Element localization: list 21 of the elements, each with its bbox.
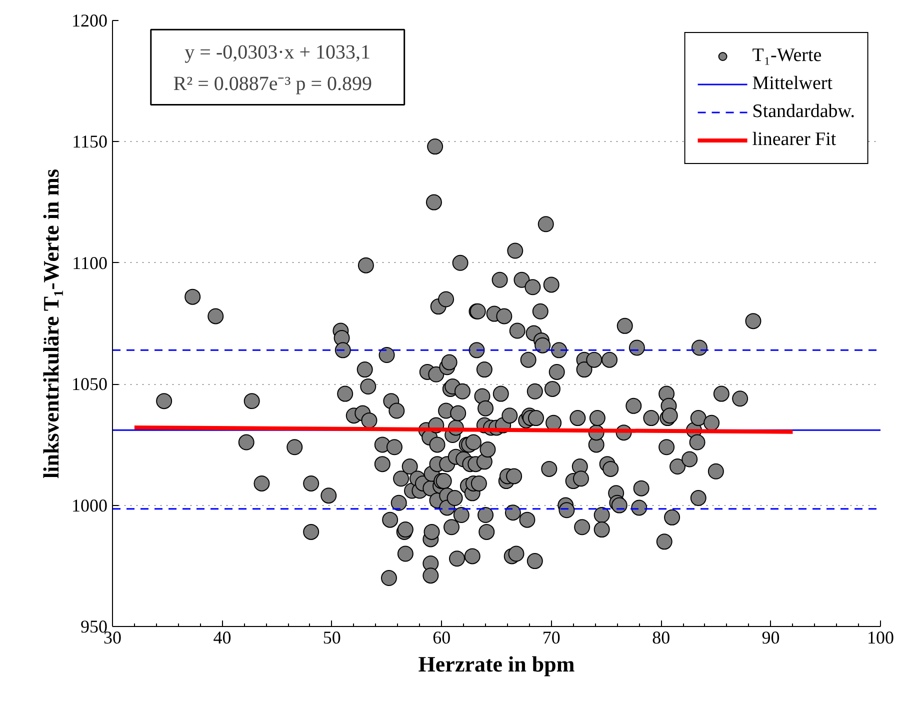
x-tick-label: 70: [542, 628, 560, 648]
y-tick-label: 1050: [72, 374, 108, 394]
y-tick-label: 950: [80, 616, 108, 636]
x-axis-title: Herzrate in bpm: [418, 652, 575, 676]
annotation: R² = 0.0887e⁻³ p = 0.899: [173, 73, 372, 96]
annotation: y = -0,0303·x + 1033,1: [184, 42, 371, 64]
legend-label: linearer Fit: [752, 129, 836, 151]
x-tick-label: 90: [762, 628, 780, 648]
x-tick-label: 60: [432, 628, 451, 648]
legend-label: T₁-Werte: [752, 45, 822, 67]
y-tick-label: 1000: [72, 495, 108, 516]
legend-label: Standardabw.: [752, 101, 855, 123]
y-tick-label: 1100: [72, 252, 108, 273]
x-tick-label: 50: [322, 628, 341, 648]
x-tick-label: 80: [652, 628, 670, 648]
y-axis-title: linksventrikuläre T₁-Werte in ms: [38, 168, 64, 478]
y-tick-label: 1200: [72, 10, 108, 30]
y-tick-label: 1150: [72, 132, 108, 152]
x-tick-label: 100: [867, 628, 894, 648]
legend-label: Mittelwert: [752, 73, 832, 95]
x-tick-label: 40: [213, 628, 232, 648]
